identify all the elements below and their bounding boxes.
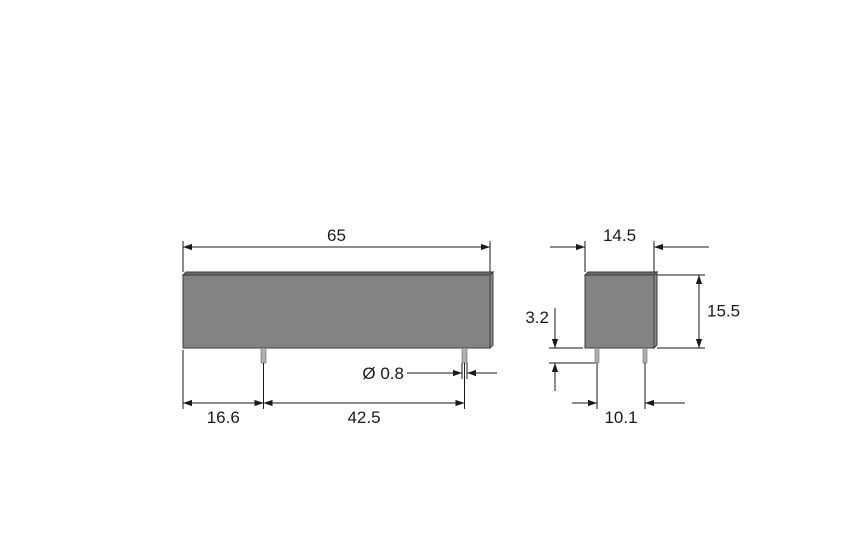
front-view [183,272,493,363]
arrowhead [576,244,585,250]
arrowhead [467,370,476,376]
arrowhead [552,339,558,348]
arrowhead [645,400,654,406]
side-pin-2 [643,348,647,363]
front-pin-1 [261,348,266,363]
dim-overall-length: 65 [327,226,346,245]
arrowhead [696,275,702,284]
arrowhead [264,400,273,406]
arrowhead [588,400,597,406]
arrowhead [456,400,465,406]
dim-pin-diameter: Ø 0.8 [362,364,404,383]
side-view [585,272,657,363]
arrowhead [552,363,558,372]
dim-overall-width: 14.5 [603,226,636,245]
arrowhead [255,400,264,406]
dim-pin-pitch-side: 10.1 [604,408,637,427]
front-pin-2 [462,348,467,363]
front-body [183,275,490,348]
dim-overall-height: 15.5 [707,302,740,321]
arrowhead [696,339,702,348]
arrowhead [453,370,462,376]
side-pin-1 [595,348,599,363]
dim-pin-length: 3.2 [525,308,549,327]
arrowhead [654,244,663,250]
arrowhead [183,244,192,250]
side-body [585,275,654,348]
dim-pin-offset: 16.6 [207,408,240,427]
arrowhead [481,244,490,250]
dim-pin-pitch: 42.5 [347,408,380,427]
arrowhead [183,400,192,406]
